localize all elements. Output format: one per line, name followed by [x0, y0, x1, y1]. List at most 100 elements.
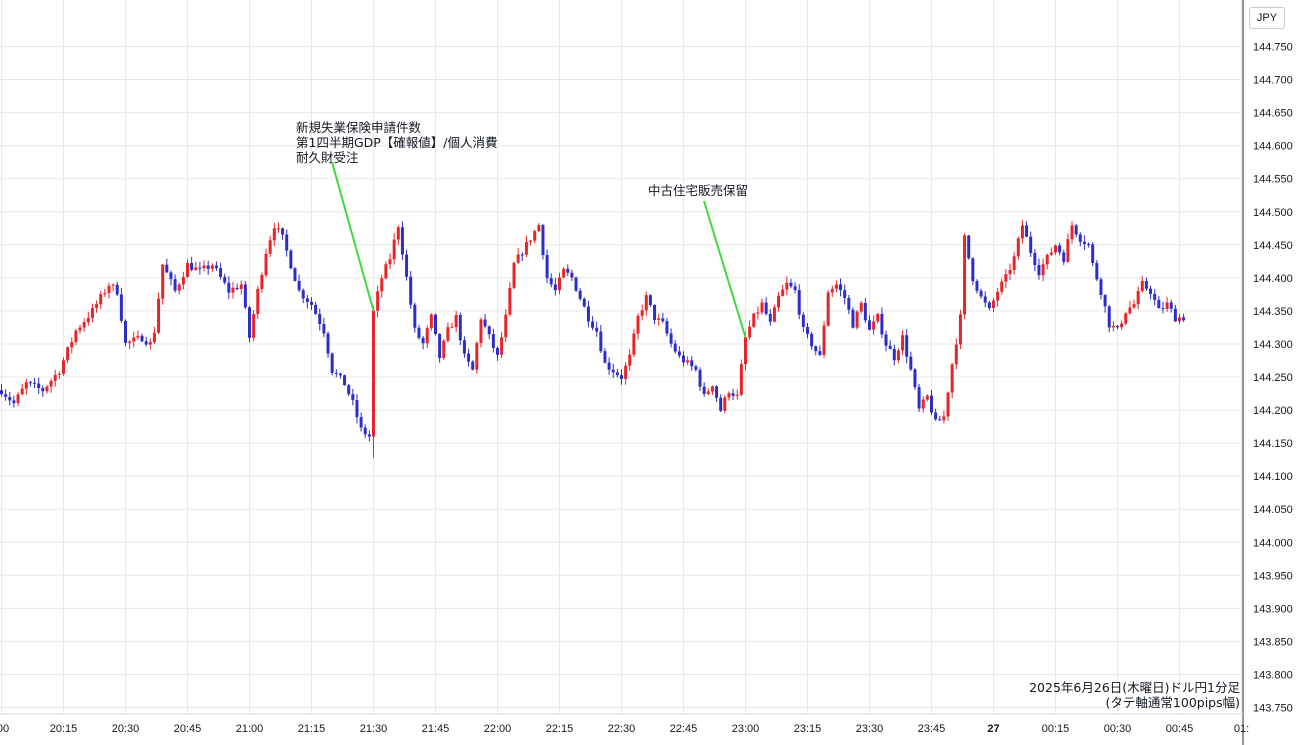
time-tick-label: 21:15	[298, 723, 326, 735]
candle-body	[111, 284, 115, 286]
candle-body	[347, 385, 351, 395]
price-tick-label: 144.050	[1253, 504, 1293, 516]
candle-body	[1144, 280, 1148, 289]
candle-body	[520, 254, 524, 256]
candle-body	[644, 295, 648, 311]
candle-body	[863, 302, 867, 321]
time-tick-label: 23:00	[732, 723, 760, 735]
candle-body	[632, 333, 636, 355]
candle-body	[1062, 252, 1066, 262]
price-tick-label: 144.200	[1253, 405, 1293, 417]
candle-body	[867, 320, 871, 330]
candle-body	[450, 327, 454, 329]
candle-body	[921, 399, 925, 409]
candle-body	[772, 307, 776, 322]
candle-body	[1149, 288, 1153, 294]
candle-body	[1091, 244, 1095, 264]
candle-body	[185, 262, 189, 277]
candle-body	[1165, 302, 1169, 309]
time-tick-label: 21:30	[360, 723, 388, 735]
candle-body	[756, 312, 760, 314]
candle-body	[491, 334, 495, 348]
candle-body	[839, 284, 843, 291]
candle-body	[818, 351, 822, 355]
candle-body	[1103, 294, 1107, 307]
candle-body	[322, 324, 326, 334]
candle-body	[161, 264, 165, 299]
candle-body	[719, 397, 723, 411]
candle-body	[115, 284, 119, 295]
price-tick-label: 143.750	[1253, 703, 1293, 715]
candle-body	[529, 240, 533, 242]
time-tick-label: 00:45	[1166, 723, 1194, 735]
candle-body	[82, 322, 86, 328]
candle-body	[20, 388, 24, 395]
candle-body	[909, 356, 913, 370]
candle-body	[376, 291, 380, 311]
candle-body	[37, 383, 41, 388]
candle-body	[1058, 245, 1062, 253]
annotation-text: 中古住宅販売保留	[648, 183, 748, 198]
candle-body	[78, 327, 82, 331]
time-tick-label: 23:45	[918, 723, 946, 735]
candle-body	[888, 345, 892, 349]
candle-body	[954, 344, 958, 365]
candle-body	[487, 326, 491, 335]
candle-body	[500, 337, 504, 355]
candle-body	[1000, 281, 1004, 292]
candle-body	[991, 300, 995, 309]
candle-body	[706, 391, 710, 394]
candle-body	[1128, 307, 1132, 314]
chart-title: 2025年6月26日(木曜日)ドル円1分足	[1029, 680, 1240, 695]
candle-body	[343, 375, 347, 386]
candle-body	[380, 278, 384, 292]
candle-body	[33, 382, 37, 384]
candle-body	[913, 369, 917, 388]
candle-body	[400, 227, 404, 255]
candle-body	[421, 337, 425, 344]
candle-body	[851, 309, 855, 328]
candle-body	[363, 427, 367, 435]
candle-body	[524, 241, 528, 255]
candle-body	[1082, 241, 1086, 244]
candle-body	[677, 351, 681, 356]
time-axis: :00 20:15 20:30 20:45 21:00 21:15 21:30 21:45 22…	[0, 723, 1249, 735]
candle-body	[293, 268, 297, 281]
candle-body	[727, 393, 731, 398]
candle-body	[239, 284, 243, 290]
candle-body	[987, 302, 991, 309]
time-tick-label: 23:30	[856, 723, 884, 735]
candle-body	[1157, 299, 1161, 309]
candle-body	[206, 265, 210, 269]
candle-body	[793, 286, 797, 291]
candle-body	[1004, 274, 1008, 282]
candle-body	[702, 386, 706, 394]
candle-body	[132, 337, 136, 342]
candle-body	[152, 332, 156, 343]
candle-body	[359, 417, 363, 428]
chart-grid	[0, 0, 1243, 714]
candle-body	[1016, 238, 1020, 257]
candle-body	[665, 321, 669, 334]
candle-body	[917, 387, 921, 409]
candle-body	[570, 272, 574, 278]
time-tick-label: 21:00	[236, 723, 264, 735]
candle-body	[425, 328, 429, 344]
currency-button[interactable]: JPY	[1249, 7, 1285, 29]
candle-body	[128, 341, 132, 343]
candle-body	[996, 291, 1000, 301]
candle-body	[24, 382, 28, 389]
candle-body	[872, 321, 876, 330]
candle-body	[830, 288, 834, 293]
candle-body	[735, 394, 739, 396]
candle-body	[748, 326, 752, 338]
candle-body	[876, 313, 880, 322]
candle-body	[86, 317, 90, 323]
candle-body	[764, 302, 768, 314]
candle-body	[975, 281, 979, 291]
time-tick-label: 22:00	[484, 723, 512, 735]
candle-body	[0, 390, 3, 395]
candle-body	[797, 290, 801, 315]
candle-body	[826, 292, 830, 326]
candle-body	[309, 301, 313, 305]
